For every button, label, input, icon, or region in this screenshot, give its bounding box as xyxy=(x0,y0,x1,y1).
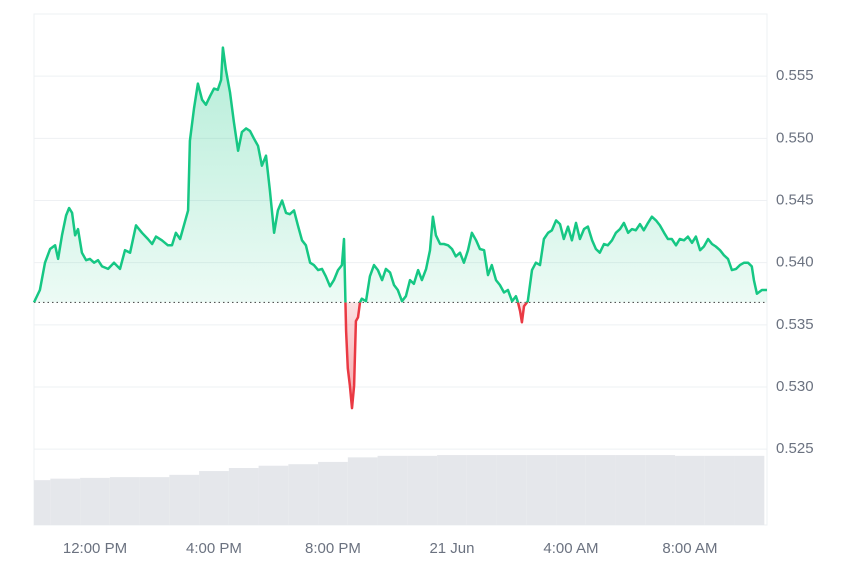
volume-bar xyxy=(466,455,497,525)
y-tick-label: 0.530 xyxy=(776,378,814,395)
x-tick-label: 4:00 AM xyxy=(543,540,598,557)
volume-bar xyxy=(734,455,765,525)
x-tick-label: 12:00 PM xyxy=(63,540,127,557)
price-line xyxy=(32,46,767,410)
volume-bar xyxy=(675,455,705,525)
volume-bar xyxy=(347,457,378,525)
volume-bar xyxy=(615,455,646,525)
volume-bar xyxy=(585,455,616,525)
volume-bar xyxy=(50,478,81,525)
volume-bar xyxy=(258,465,289,525)
y-tick-label: 0.555 xyxy=(776,67,814,84)
y-tick-label: 0.535 xyxy=(776,316,814,333)
volume-bar xyxy=(407,455,438,525)
x-tick-label: 8:00 PM xyxy=(305,540,361,557)
y-tick-label: 0.525 xyxy=(776,440,814,457)
x-tick-label: 8:00 AM xyxy=(662,540,717,557)
volume-bar xyxy=(437,455,467,525)
x-tick-label: 21 Jun xyxy=(429,540,474,557)
volume-bar xyxy=(139,477,170,525)
y-tick-label: 0.540 xyxy=(776,254,814,271)
x-tick-label: 4:00 PM xyxy=(186,540,242,557)
volume-bar xyxy=(377,455,408,525)
volume-bar xyxy=(645,455,676,525)
volume-bar xyxy=(228,468,259,525)
volume-bar xyxy=(704,455,735,525)
y-tick-label: 0.550 xyxy=(776,129,814,146)
volume-bar xyxy=(288,464,319,525)
y-tick-label: 0.545 xyxy=(776,191,814,208)
volume-bar xyxy=(80,477,110,525)
volume-bar xyxy=(496,455,527,525)
volume-bar xyxy=(526,455,557,525)
volume-bar xyxy=(34,480,51,525)
volume-bar xyxy=(556,455,586,525)
volume-bar xyxy=(318,461,348,525)
volume-bar xyxy=(199,471,229,525)
area xyxy=(34,47,767,409)
volume-bar xyxy=(169,474,200,525)
volume-bar xyxy=(109,477,140,525)
